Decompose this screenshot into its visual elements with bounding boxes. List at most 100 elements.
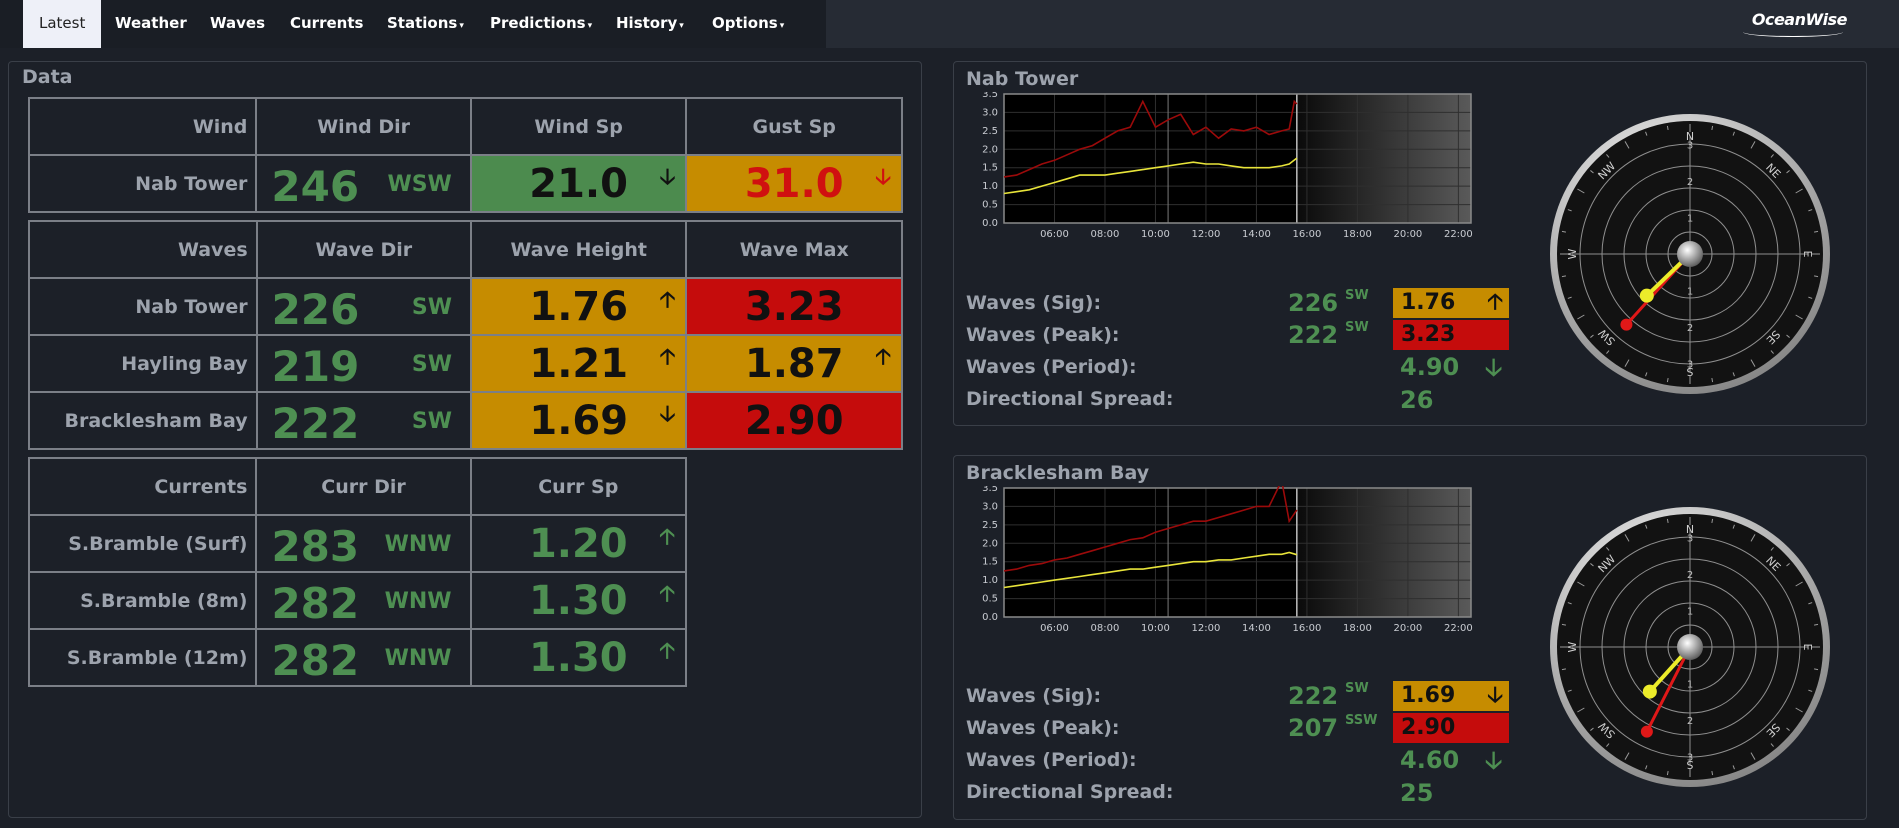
tick-mark — [1577, 707, 1585, 713]
tick-mark — [1813, 623, 1819, 626]
wave-max-cell: 1.87 🡡 — [685, 334, 903, 393]
ring-label: 3 — [1687, 753, 1693, 764]
spread-value: 26 — [1400, 386, 1434, 414]
nav-options[interactable]: Options ▾ — [712, 14, 785, 32]
nav-menu: Latest Weather Waves Currents Stations ▾ … — [0, 0, 826, 48]
wave-direction-compass: N NE E SE S SW W NW 1 1 2 2 3 3 — [1542, 106, 1838, 406]
station-label[interactable]: Nab Tower — [28, 277, 258, 336]
plot-area — [1004, 94, 1297, 223]
nav-stations[interactable]: Stations ▾ — [387, 14, 464, 32]
tick-mark — [1770, 547, 1774, 551]
y-tick-label: 3.5 — [982, 92, 998, 100]
tick-mark — [1624, 141, 1630, 149]
tick-mark — [1711, 770, 1714, 776]
label-spread: Directional Spread: — [966, 388, 1174, 410]
tick-mark — [1567, 689, 1572, 692]
label-peak: Waves (Peak): — [966, 717, 1120, 739]
tick-mark — [1666, 770, 1669, 776]
wave-height-chart[interactable]: 0.0 0.5 1.0 1.5 2.0 2.5 3.0 3.5 06:00 08:00 10:00 1… — [966, 486, 1482, 634]
tick-mark — [1808, 689, 1813, 692]
table-header: Wind Sp — [469, 97, 688, 156]
station-label[interactable]: Bracklesham Bay — [28, 391, 258, 450]
nav-weather[interactable]: Weather — [115, 14, 187, 32]
peak-needle-head — [1620, 318, 1633, 331]
ring-label: 3 — [1687, 533, 1693, 544]
sig-dir-value: 226 — [1288, 289, 1339, 317]
logo-swoosh — [1743, 27, 1843, 37]
ring-label: 2 — [1687, 570, 1693, 581]
nav-latest[interactable]: Latest — [23, 0, 102, 48]
wave-height-chart[interactable]: 0.0 0.5 1.0 1.5 2.0 2.5 3.0 3.5 06:00 08:00 10:00 1… — [966, 92, 1482, 240]
sig-dir-text: SW — [1345, 681, 1369, 696]
table-header: Wind Dir — [255, 97, 472, 156]
table-header: Gust Sp — [685, 97, 903, 156]
station-label[interactable]: Nab Tower — [27, 154, 258, 213]
tick-mark — [1732, 765, 1735, 770]
ring-label: 3 — [1687, 140, 1693, 151]
tick-mark — [1786, 563, 1790, 567]
station-title: Nab Tower — [966, 68, 1079, 90]
dir-text: WNW — [384, 532, 452, 557]
tick-mark — [1795, 707, 1803, 713]
tick-mark — [1567, 602, 1572, 605]
series-line — [1003, 99, 1298, 178]
station-panel-bracklesham-bay — [953, 455, 1867, 820]
arrow-down-icon: 🡣 — [1485, 353, 1503, 381]
tick-mark — [1590, 334, 1594, 338]
tick-mark — [1561, 623, 1567, 626]
nav-predictions[interactable]: Predictions ▾ — [490, 14, 593, 32]
curr-speed-cell: 1.30 🡡 — [469, 628, 688, 687]
peak-needle-head — [1640, 725, 1653, 738]
oceanwise-logo[interactable]: OceanWise — [1751, 10, 1848, 29]
table-row: S.Bramble (12m) 282 WNW 1.30 🡡 — [27, 628, 688, 687]
x-tick-label: 16:00 — [1293, 623, 1322, 634]
arrow-down-icon: 🡣 — [1485, 746, 1503, 774]
peak-dir-text: SW — [1345, 320, 1369, 335]
tick-mark — [1813, 275, 1819, 278]
x-tick-label: 12:00 — [1192, 229, 1221, 240]
station-label[interactable]: S.Bramble (Surf) — [27, 514, 258, 573]
tick-mark — [1666, 518, 1669, 524]
caret-down-icon: ▾ — [459, 21, 464, 31]
chart-svg: 0.0 0.5 1.0 1.5 2.0 2.5 3.0 3.5 06:00 08:00 10:00 1… — [982, 486, 1473, 634]
tick-mark — [1606, 154, 1610, 158]
nav-currents[interactable]: Currents — [290, 14, 364, 32]
arrow-down-icon: 🡣 — [875, 165, 891, 190]
label-spread: Directional Spread: — [966, 781, 1174, 803]
compass-label: N — [1686, 523, 1694, 536]
ring-label: 2 — [1687, 323, 1693, 334]
label-sig: Waves (Sig): — [966, 685, 1102, 707]
ring-label: 1 — [1687, 680, 1693, 691]
label-period: Waves (Period): — [966, 356, 1137, 378]
curr-speed-cell: 1.20 🡡 — [469, 514, 688, 573]
tick-mark — [1786, 334, 1790, 338]
station-label[interactable]: S.Bramble (12m) — [27, 628, 258, 687]
label-peak: Waves (Peak): — [966, 324, 1120, 346]
tick-mark — [1711, 518, 1714, 524]
tick-mark — [1813, 230, 1819, 233]
y-tick-label: 2.0 — [982, 144, 998, 155]
tick-mark — [1808, 602, 1813, 605]
compass-label: E — [1801, 644, 1814, 651]
arrow-up-icon: 🡡 — [659, 639, 675, 664]
tick-mark — [1732, 131, 1735, 136]
wind-dir-cell: 246 WSW — [255, 154, 472, 213]
station-label[interactable]: S.Bramble (8m) — [27, 571, 258, 630]
wind-table: Wind Wind Dir Wind Sp Gust Sp Nab Tower … — [27, 97, 903, 213]
tick-mark — [1666, 377, 1669, 383]
tick-mark — [1750, 141, 1756, 149]
y-tick-label: 0.5 — [982, 200, 998, 211]
wave-direction-compass: N NE E SE S SW W NW 1 1 2 2 3 3 — [1542, 499, 1838, 799]
ring-label: 1 — [1687, 213, 1693, 224]
y-tick-label: 1.0 — [982, 575, 998, 586]
nav-waves[interactable]: Waves — [210, 14, 266, 32]
station-label[interactable]: Hayling Bay — [28, 334, 258, 393]
x-tick-label: 08:00 — [1091, 623, 1120, 634]
tick-mark — [1567, 296, 1572, 299]
caret-down-icon: ▾ — [587, 21, 593, 31]
table-row: S.Bramble (Surf) 283 WNW 1.20 🡡 — [27, 514, 688, 573]
compass-label: W — [1566, 248, 1579, 259]
nav-history[interactable]: History ▾ — [616, 14, 684, 32]
series-line — [1003, 157, 1298, 195]
compass-hub — [1677, 241, 1703, 267]
